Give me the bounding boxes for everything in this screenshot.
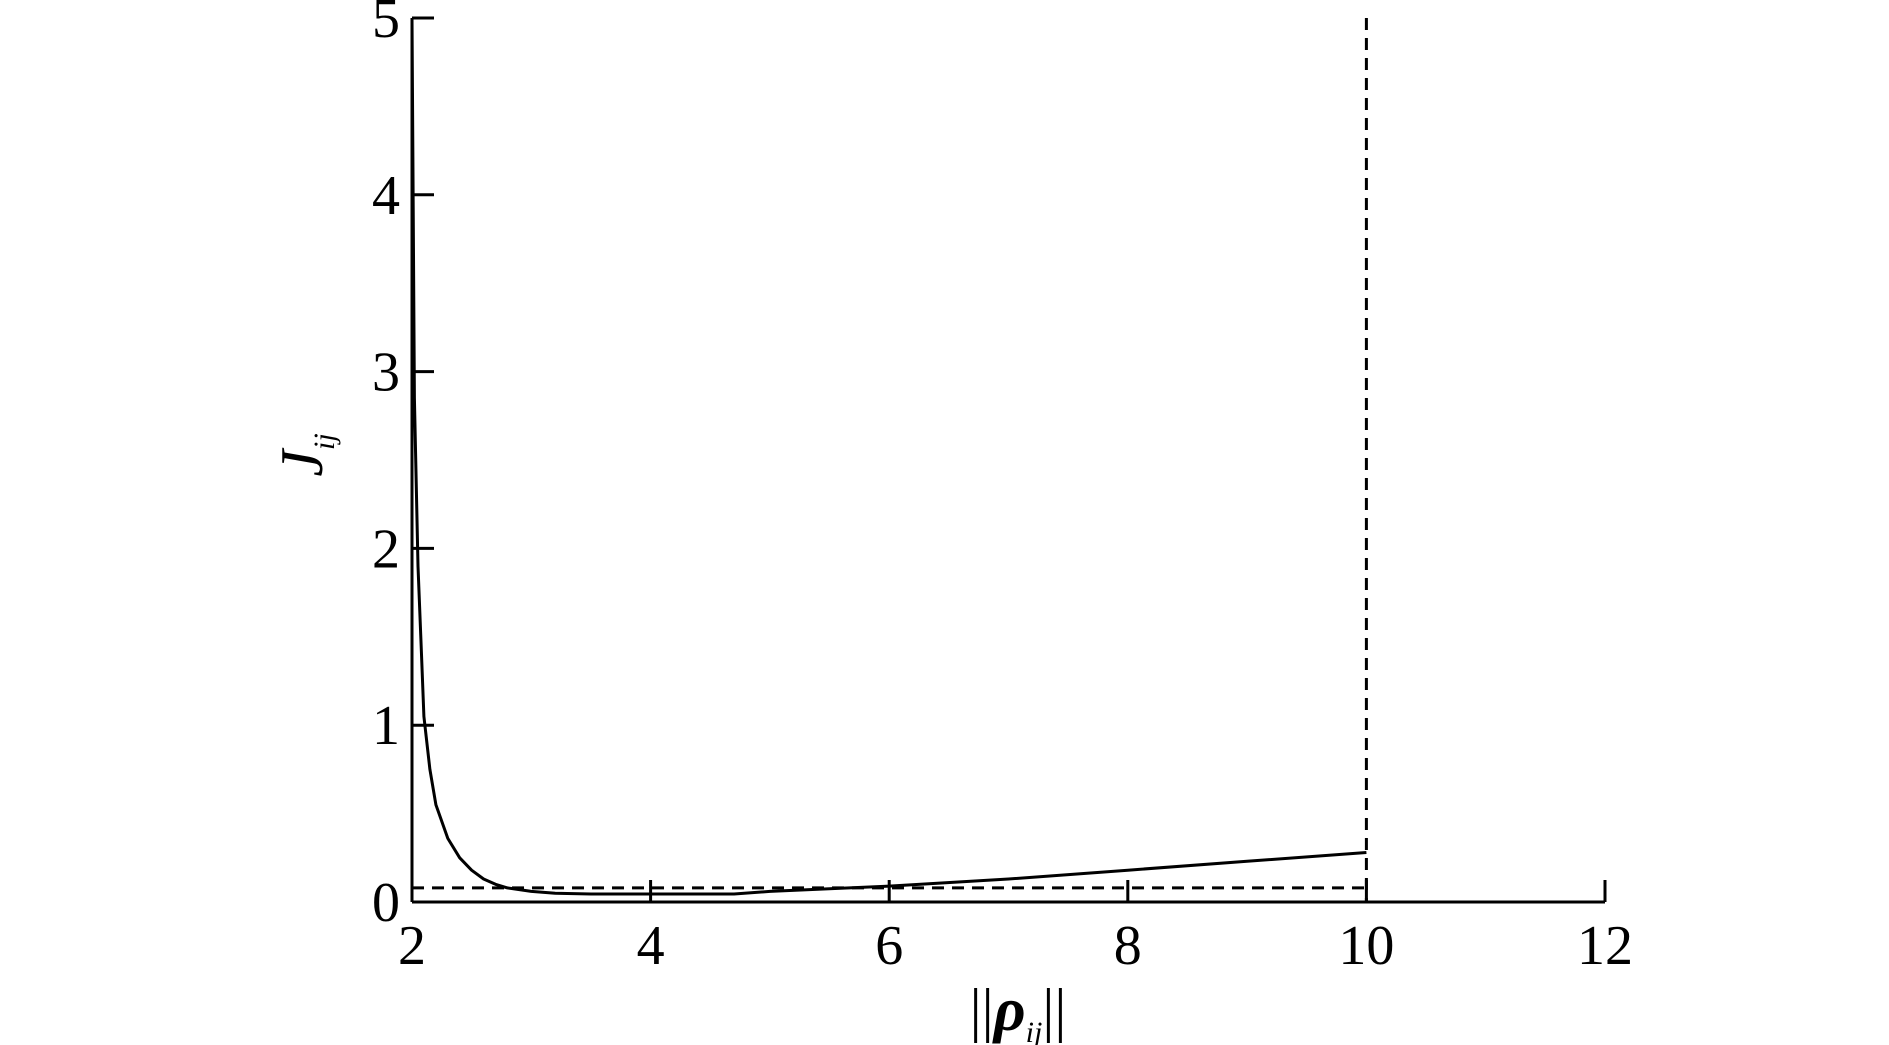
x-axis-title: ||ρij|| xyxy=(970,976,1067,1045)
x-tick-label: 6 xyxy=(875,915,903,977)
y-axis-subscript: ij xyxy=(308,433,341,450)
y-axis-title: Jij xyxy=(269,433,341,476)
x-axis-symbol: ρ xyxy=(992,976,1026,1044)
x-tick-label: 4 xyxy=(637,915,665,977)
y-tick-label: 5 xyxy=(372,0,400,50)
x-tick-label: 10 xyxy=(1338,915,1394,977)
y-tick-label: 4 xyxy=(372,165,400,227)
x-tick-label: 12 xyxy=(1577,915,1633,977)
x-axis-norm-left: || xyxy=(970,977,994,1043)
series-line-solid xyxy=(410,17,1367,896)
y-tick-label: 3 xyxy=(372,342,400,404)
x-tick-label: 8 xyxy=(1114,915,1142,977)
y-tick-label: 0 xyxy=(372,872,400,934)
x-axis-norm-right: || xyxy=(1042,977,1066,1043)
y-axis-symbol: J xyxy=(269,448,335,477)
y-tick-label: 2 xyxy=(372,518,400,580)
y-tick-label: 1 xyxy=(372,695,400,757)
axes xyxy=(410,16,1607,904)
plot-area xyxy=(410,17,1368,902)
x-axis-subscript: ij xyxy=(1026,1016,1043,1045)
x-tick-label: 2 xyxy=(398,915,426,977)
